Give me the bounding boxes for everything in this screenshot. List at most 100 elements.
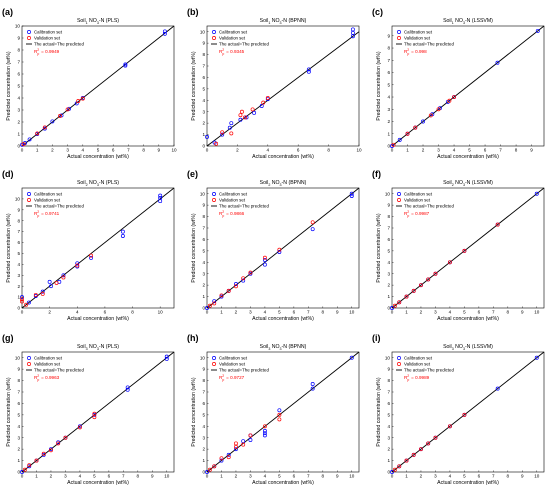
x-tick-label: 4	[267, 148, 270, 153]
validation-point	[433, 271, 438, 276]
y-tick-label: 5	[17, 84, 20, 89]
calibration-point	[495, 60, 500, 65]
chart-panel-7: (g) Soil3 NO3-N (PLS) 0 1 2 3 4 5 6 7 8 9 10 0 1 2 3 4 5 6 7…	[2, 333, 175, 486]
y-tick-label: 4	[17, 424, 20, 429]
panel-letter: (e)	[187, 169, 198, 179]
validation-point	[243, 115, 247, 120]
y-axis-label: Predicted concentration (wt%)	[191, 51, 197, 120]
x-tick-label: 4	[449, 310, 452, 315]
y-tick-label: 2	[17, 447, 20, 452]
x-axis-label: Actual concentration (wt%)	[67, 154, 129, 160]
y-tick-label: 9	[17, 367, 20, 372]
y-tick-label: 8	[387, 378, 390, 383]
x-tick-label: 1	[220, 310, 223, 315]
validation-point	[426, 277, 431, 282]
x-tick-label: 3	[66, 148, 69, 153]
validation-point	[92, 415, 97, 420]
y-tick-label: 3	[17, 108, 20, 113]
r2-annotation: Rp2 = 0.9727	[219, 374, 245, 382]
y-tick-label: 4	[387, 95, 390, 100]
y-tick-label: 0	[387, 144, 390, 149]
identity-line	[391, 25, 545, 147]
y-tick-label: 2	[17, 120, 20, 125]
x-tick-label: 4	[76, 310, 79, 315]
calibration-point	[125, 387, 130, 392]
y-tick-label: 9	[387, 203, 390, 208]
validation-point	[234, 284, 238, 289]
x-tick-label: 6	[297, 148, 300, 153]
y-tick-label: 7	[17, 390, 20, 395]
legend-validation-label: Validation set	[404, 198, 431, 203]
calibration-point	[229, 121, 234, 126]
y-tick-label: 8	[202, 214, 205, 219]
y-tick-label: 7	[387, 58, 390, 63]
calibration-point	[49, 447, 53, 452]
x-tick-label: 4	[453, 148, 456, 153]
y-tick-label: 7	[387, 226, 390, 231]
legend-validation-marker	[27, 36, 31, 40]
x-tick-label: 8	[507, 474, 510, 479]
y-tick-label: 4	[17, 96, 20, 101]
validation-point	[65, 107, 70, 112]
x-tick-label: 9	[521, 310, 524, 315]
legend-validation-label: Validation set	[219, 198, 246, 203]
y-tick-label: 3	[17, 435, 20, 440]
validation-point	[58, 114, 62, 118]
calibration-point	[77, 424, 82, 429]
calibration-point	[234, 282, 238, 286]
x-tick-label: 6	[478, 474, 481, 479]
calibration-point	[349, 194, 354, 198]
legend-calibration-marker	[212, 356, 216, 360]
x-tick-label: 10	[164, 474, 170, 479]
calibration-point	[390, 306, 394, 310]
validation-point	[80, 96, 85, 101]
calibration-point	[164, 356, 169, 361]
calibration-point	[125, 385, 130, 390]
y-tick-label: 10	[200, 191, 206, 196]
validation-point	[49, 448, 53, 453]
calibration-point	[534, 355, 539, 360]
calibration-point	[212, 299, 217, 304]
legend-calibration-label: Calibration set	[404, 30, 433, 35]
y-tick-label: 2	[387, 447, 390, 452]
calibration-point	[26, 300, 31, 305]
validation-point	[277, 412, 282, 417]
x-tick-label: 10	[356, 148, 362, 153]
x-axis-label: Actual concentration (wt%)	[437, 154, 499, 160]
y-tick-label: 2	[202, 447, 205, 452]
panel-letter: (b)	[187, 7, 199, 17]
y-tick-label: 6	[17, 72, 20, 77]
y-tick-label: 3	[202, 271, 205, 276]
y-tick-label: 1	[202, 294, 205, 299]
x-tick-label: 8	[131, 310, 134, 315]
validation-point	[248, 433, 253, 438]
validation-point	[214, 141, 219, 146]
validation-point	[20, 297, 24, 302]
validation-point	[34, 458, 39, 463]
y-tick-label: 7	[202, 226, 205, 231]
y-tick-label: 6	[387, 237, 390, 242]
x-tick-label: 9	[336, 474, 339, 479]
panel-title: Soil3 NO3-N (LSSVM)	[443, 344, 493, 351]
y-tick-label: 4	[17, 262, 20, 267]
x-tick-label: 3	[249, 474, 252, 479]
calibration-point	[61, 273, 66, 278]
x-tick-label: 9	[336, 310, 339, 315]
y-tick-label: 4	[387, 424, 390, 429]
legend-validation-marker	[27, 362, 31, 366]
y-axis-label: Predicted concentration (wt%)	[6, 51, 12, 120]
y-tick-label: 4	[202, 260, 205, 265]
x-tick-label: 10	[158, 310, 164, 315]
y-tick-label: 2	[387, 119, 390, 124]
identity-line	[391, 351, 545, 473]
y-tick-label: 8	[202, 378, 205, 383]
validation-point	[261, 100, 266, 105]
x-tick-label: 6	[104, 310, 107, 315]
validation-point	[41, 451, 46, 456]
y-tick-label: 5	[202, 412, 205, 417]
identity-line	[21, 187, 175, 309]
panel-title: Soil1 NO3-N (BPNN)	[260, 18, 307, 25]
x-tick-label: 5	[278, 474, 281, 479]
r2-annotation: Rp2 = 0.9987	[404, 210, 430, 218]
legend-validation-label: Validation set	[404, 36, 431, 41]
